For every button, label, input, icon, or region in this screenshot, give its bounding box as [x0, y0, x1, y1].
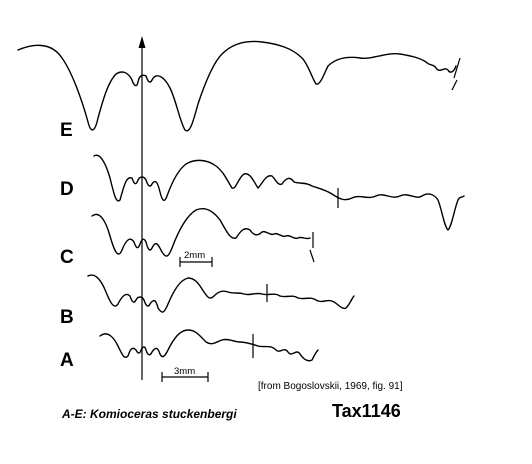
- suture-line-a: [99, 329, 319, 362]
- label-c: C: [60, 247, 74, 268]
- suture-line-c: [91, 208, 311, 257]
- scale-bar-upper-label: 2mm: [184, 250, 205, 261]
- suture-line-d: [93, 154, 465, 231]
- source-reference: [from Bogoslovskii, 1969, fig. 91]: [258, 381, 403, 392]
- suture-line-b: [87, 274, 355, 313]
- label-a: A: [60, 350, 74, 371]
- label-e: E: [60, 120, 73, 141]
- suture-line-e: [17, 40, 457, 132]
- species-caption: A-E: Komioceras stuckenbergi: [61, 407, 237, 421]
- axis-arrowhead: [138, 36, 146, 48]
- scale-bar-upper: [179, 257, 213, 267]
- taxon-id: Tax1146: [332, 401, 401, 421]
- suture-c-end-mark: [309, 232, 315, 263]
- suture-e-end-mark: [451, 57, 461, 91]
- label-b: B: [60, 307, 74, 328]
- label-d: D: [60, 179, 74, 200]
- scale-bar-lower: [161, 372, 209, 382]
- scale-bar-lower-label: 3mm: [174, 366, 195, 377]
